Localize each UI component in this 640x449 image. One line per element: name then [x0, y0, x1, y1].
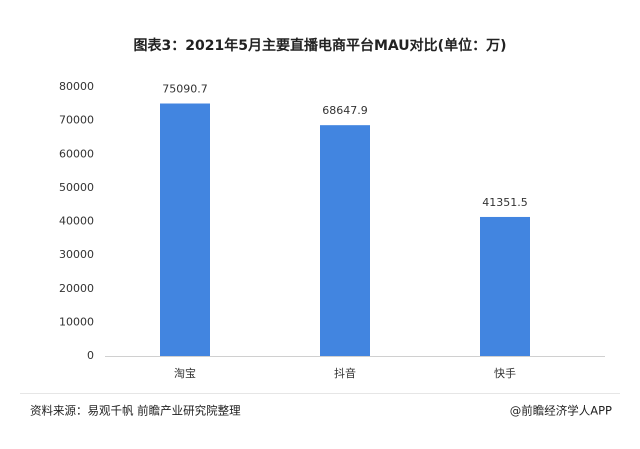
chart-title: 图表3：2021年5月主要直播电商平台MAU对比(单位：万) [134, 37, 507, 54]
x-tick-label: 快手 [494, 366, 516, 380]
y-tick-label: 30000 [59, 248, 94, 261]
x-tick-label: 抖音 [334, 366, 356, 380]
value-label: 68647.9 [322, 104, 368, 117]
y-tick-label: 70000 [59, 114, 94, 127]
y-tick-label: 20000 [59, 282, 94, 295]
value-label: 41351.5 [482, 196, 528, 209]
y-tick-label: 60000 [59, 147, 94, 160]
bar [480, 216, 530, 356]
y-tick-label: 40000 [59, 215, 94, 228]
source: 资料来源：易观千帆 前瞻产业研究院整理 [30, 404, 241, 418]
credit: @前瞻经济学人APP [510, 404, 612, 418]
y-tick-label: 50000 [59, 181, 94, 194]
bar [160, 103, 210, 356]
x-tick-label: 淘宝 [174, 366, 196, 380]
bar [320, 125, 370, 356]
value-label: 75090.7 [162, 83, 208, 96]
y-tick-label: 80000 [59, 80, 94, 93]
y-tick-label: 10000 [59, 315, 94, 328]
y-tick-label: 0 [87, 349, 94, 362]
